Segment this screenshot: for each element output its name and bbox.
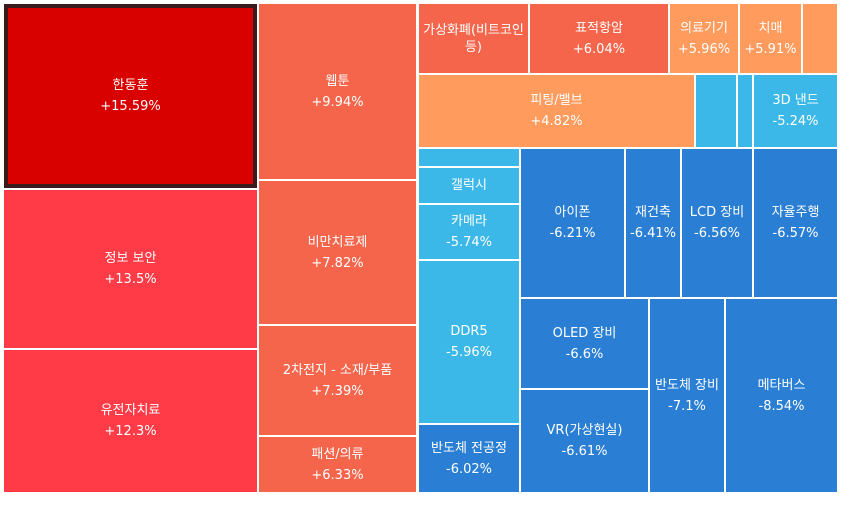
treemap-tile-유전자치료[interactable]: 유전자치료 +12.3%: [4, 350, 257, 492]
treemap-tile-표적항암[interactable]: 표적항암 +6.04%: [530, 4, 668, 73]
tile-label: 카메라: [451, 214, 487, 229]
tile-label: 의료기기: [680, 20, 728, 36]
tile-label: 아이폰: [554, 205, 591, 220]
tile-label: 3D 낸드: [772, 93, 819, 108]
tile-label: 반도체 전공정: [431, 440, 507, 456]
treemap-tile-반도체-전공정[interactable]: 반도체 전공정 -6.02%: [419, 425, 519, 492]
treemap-tile-한동훈[interactable]: 한동훈 +15.59%: [4, 4, 257, 188]
treemap-tile-자율주행[interactable]: 자율주행 -6.57%: [754, 149, 837, 297]
treemap-tile-웹툰[interactable]: 웹툰 +9.94%: [259, 4, 416, 179]
treemap-tile-재건축[interactable]: 재건축 -6.41%: [626, 149, 680, 297]
tile-change: -6.57%: [772, 226, 819, 241]
treemap-tile-lcd-장비[interactable]: LCD 장비 -6.56%: [682, 149, 752, 297]
tile-label: 한동훈: [112, 78, 149, 93]
tile-change: +15.59%: [100, 99, 161, 114]
tile-change: +12.3%: [104, 424, 157, 439]
treemap-tile-oled-장비[interactable]: OLED 장비 -6.6%: [521, 299, 648, 388]
treemap-tile-치매[interactable]: 치매 +5.91%: [740, 4, 801, 73]
treemap-tile-2차전지-소재-부품[interactable]: 2차전지 - 소재/부품 +7.39%: [259, 326, 416, 435]
tile-change: -5.96%: [446, 345, 492, 360]
tile-label: 정보 보안: [104, 251, 157, 266]
treemap-tile-3d-낸드[interactable]: 3D 낸드 -5.24%: [754, 75, 837, 147]
tile-change: -8.54%: [758, 398, 805, 414]
treemap-tile-아이폰[interactable]: 아이폰 -6.21%: [521, 149, 624, 297]
tile-change: +9.94%: [311, 94, 364, 110]
treemap-tile-정보-보안[interactable]: 정보 보안 +13.5%: [4, 190, 257, 348]
treemap-tile-16[interactable]: [419, 149, 519, 166]
tile-label: 자율주행: [771, 205, 820, 220]
tile-label: VR(가상현실): [546, 423, 623, 438]
tile-label: 가상화폐(비트코인 등): [423, 22, 524, 55]
treemap-tile-의료기기[interactable]: 의료기기 +5.96%: [670, 4, 738, 73]
tile-change: +7.82%: [311, 255, 364, 271]
treemap-tile-14[interactable]: [738, 75, 752, 147]
treemap-tile-11[interactable]: [803, 4, 837, 73]
tile-label: 유전자치료: [100, 403, 161, 418]
tile-change: -7.1%: [668, 398, 706, 414]
tile-label: 표적항암: [575, 20, 623, 36]
treemap-tile-vr-가상현실[interactable]: VR(가상현실) -6.61%: [521, 390, 648, 492]
tile-label: 패션/의류: [311, 446, 364, 462]
tile-label: 비만치료제: [307, 234, 368, 250]
treemap-tile-비만치료제[interactable]: 비만치료제 +7.82%: [259, 181, 416, 324]
tile-change: -6.02%: [446, 461, 492, 477]
tile-label: 웹툰: [325, 73, 350, 89]
tile-label: 치매: [758, 20, 783, 36]
treemap-tile-갤럭시[interactable]: 갤럭시: [419, 168, 519, 203]
tile-change: -5.24%: [772, 114, 819, 129]
tile-change: +7.39%: [311, 383, 364, 399]
treemap-tile-13[interactable]: [696, 75, 736, 147]
treemap-tile-피팅-밸브[interactable]: 피팅/밸브 +4.82%: [419, 75, 694, 147]
tile-change: +4.82%: [530, 114, 583, 129]
tile-change: -6.61%: [561, 444, 608, 459]
treemap-tile-반도체-장비[interactable]: 반도체 장비 -7.1%: [650, 299, 724, 492]
treemap-tile-카메라[interactable]: 카메라 -5.74%: [419, 205, 519, 259]
tile-label: 반도체 장비: [655, 377, 719, 393]
tile-change: +5.91%: [744, 41, 797, 57]
tile-change: +13.5%: [104, 272, 157, 287]
tile-label: 피팅/밸브: [530, 93, 583, 108]
tile-change: -5.74%: [446, 235, 492, 250]
treemap-tile-메타버스[interactable]: 메타버스 -8.54%: [726, 299, 837, 492]
tile-label: 갤럭시: [451, 178, 487, 193]
tile-label: LCD 장비: [689, 205, 745, 220]
tile-change: +5.96%: [677, 41, 731, 57]
tile-label: OLED 장비: [552, 325, 617, 341]
treemap-tile-가상화폐-비트코인-등[interactable]: 가상화폐(비트코인 등): [419, 4, 528, 73]
tile-label: 메타버스: [757, 377, 806, 393]
tile-label: 2차전지 - 소재/부품: [282, 362, 393, 378]
tile-change: +6.33%: [311, 467, 364, 483]
tile-change: -6.21%: [549, 226, 596, 241]
tile-change: -6.6%: [565, 346, 604, 362]
treemap-tile-패션-의류[interactable]: 패션/의류 +6.33%: [259, 437, 416, 492]
tile-label: DDR5: [450, 324, 488, 339]
tile-label: 재건축: [635, 205, 671, 220]
treemap-tile-ddr5[interactable]: DDR5 -5.96%: [419, 261, 519, 423]
tile-change: +6.04%: [572, 41, 626, 57]
tile-change: -6.56%: [694, 226, 740, 241]
tile-change: -6.41%: [630, 226, 676, 241]
